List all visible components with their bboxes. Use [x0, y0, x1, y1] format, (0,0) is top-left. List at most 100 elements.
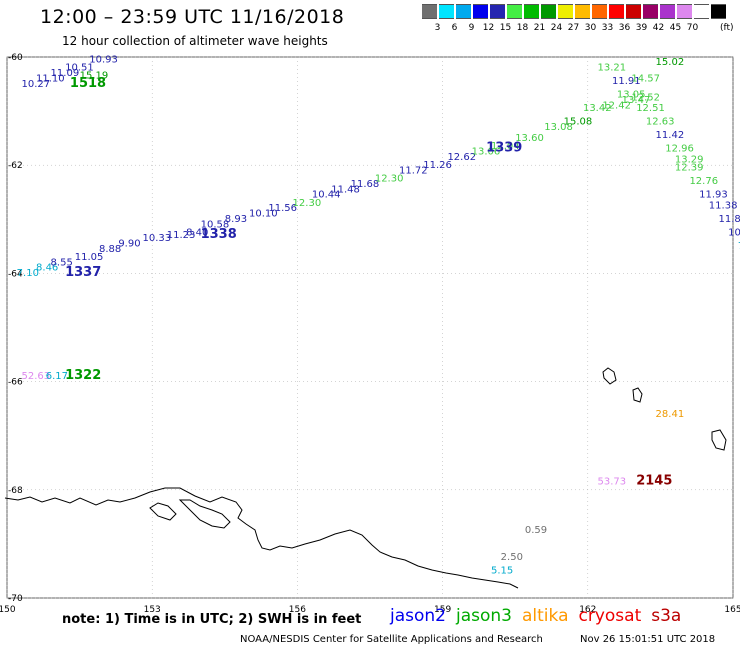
- swh-value: 7.4: [738, 241, 740, 252]
- swh-value: 11.48: [331, 184, 360, 195]
- pass-time-label: 2145: [636, 473, 672, 488]
- footnote: note: 1) Time is in UTC; 2) SWH is in fe…: [62, 612, 362, 627]
- pass-time-label: 1322: [65, 368, 101, 383]
- coast-inlet: [178, 499, 231, 529]
- swh-value: 12.04: [491, 141, 520, 152]
- scale-label: 6: [451, 23, 458, 33]
- swh-value: 53.73: [597, 476, 626, 487]
- scale-label: 36: [618, 23, 631, 33]
- swh-value: 0.59: [525, 525, 547, 536]
- swh-value: 12.63: [646, 117, 675, 128]
- scale-swatch: [507, 4, 522, 19]
- lon-tick-label: 153: [144, 605, 161, 615]
- scale-label: 24: [550, 23, 563, 33]
- credit-line: NOAA/NESDIS Center for Satellite Applica…: [240, 634, 543, 645]
- swh-value: 15.08: [564, 117, 593, 128]
- swh-value: 11.23: [167, 230, 196, 241]
- grid-lines: 150 153 156 159 162 165 -60 -62 -64 -66 -68 -70: [0, 53, 740, 615]
- lat-tick-label: -60: [8, 53, 23, 63]
- swh-value: 15.19: [80, 71, 109, 82]
- lat-tick-label: -66: [8, 378, 23, 388]
- satellite-legend: jason2 jason3 altika cryosat s3a: [390, 606, 691, 626]
- swh-value: 10.33: [143, 233, 172, 244]
- swh-value: 13.06: [472, 146, 501, 157]
- swh-value: 11.93: [699, 190, 728, 201]
- swh-value: 13.42: [583, 103, 612, 114]
- scale-unit: (ft): [720, 23, 734, 33]
- swh-value: 10.51: [65, 63, 94, 74]
- lon-tick-label: 156: [289, 605, 306, 615]
- swh-value: 14.57: [631, 73, 660, 84]
- swh-value: 11.09: [51, 68, 80, 79]
- swh-value: 12.51: [636, 103, 665, 114]
- scale-swatch: [490, 4, 505, 19]
- island-2: [632, 387, 643, 403]
- island-3: [711, 429, 727, 451]
- swh-value: 12.62: [447, 152, 476, 163]
- swh-value: 11.56: [268, 203, 297, 214]
- swh-value: 12.76: [689, 176, 718, 187]
- scale-swatch: [422, 4, 437, 19]
- coast-inlet-2: [149, 502, 177, 521]
- swh-value: 9.90: [118, 238, 140, 249]
- swh-value: 11.38: [709, 200, 738, 211]
- pass-time-label: 1339: [486, 141, 522, 156]
- scale-swatch: [677, 4, 692, 19]
- swh-value: 13.08: [544, 122, 573, 133]
- swh-value: 13.47: [622, 95, 651, 106]
- swh-value: 12.52: [631, 92, 660, 103]
- swh-value: 10.17: [728, 228, 740, 239]
- swh-value: 13.29: [675, 154, 704, 165]
- chart-title: 12:00 – 23:59 UTC 11/16/2018: [40, 6, 345, 28]
- scale-swatch: [660, 4, 675, 19]
- scale-swatch: [575, 4, 590, 19]
- swh-value: 7.10: [17, 268, 39, 279]
- swh-value: 11.26: [423, 160, 452, 171]
- swh-value: 10.10: [249, 209, 278, 220]
- swh-value: 11.72: [399, 165, 428, 176]
- swh-value: 10.27: [22, 79, 51, 90]
- scale-swatch: [694, 4, 709, 19]
- swh-value: 6.17: [46, 371, 68, 382]
- swh-value: 11.81: [718, 214, 740, 225]
- scale-swatch: [524, 4, 539, 19]
- coastline: [4, 367, 727, 589]
- swh-value: 13.21: [597, 63, 626, 74]
- scale-swatch: [439, 4, 454, 19]
- scale-swatch: [711, 4, 726, 19]
- swh-labels: 10.2711.1011.0910.5110.9315.197.108.468.…: [17, 54, 740, 576]
- lon-tick-label: 162: [579, 605, 596, 615]
- swh-value: 8.40: [186, 228, 208, 239]
- lat-tick-label: -64: [8, 269, 23, 279]
- lat-tick-label: -68: [8, 486, 23, 496]
- scale-swatch: [558, 4, 573, 19]
- scale-label: 15: [499, 23, 512, 33]
- swh-value: 10.58: [201, 219, 230, 230]
- scale-swatch: [609, 4, 624, 19]
- swh-value: 12.39: [675, 163, 704, 174]
- swh-value: 8.93: [225, 214, 247, 225]
- scale-label: 45: [669, 23, 682, 33]
- scale-label: 39: [635, 23, 648, 33]
- swh-value: 10.44: [312, 190, 341, 201]
- lon-tick-label: 150: [0, 605, 16, 615]
- satellite-jason3: jason3: [456, 606, 512, 626]
- scale-label: 30: [584, 23, 597, 33]
- scale-label: 3: [434, 23, 441, 33]
- antarctic-coastline: [4, 487, 519, 589]
- satellite-cryosat: cryosat: [578, 606, 642, 626]
- scale-label: 42: [652, 23, 665, 33]
- scale-swatch: [626, 4, 641, 19]
- swh-value: 12.42: [602, 100, 631, 111]
- scale-label: 21: [533, 23, 546, 33]
- map-frame: [6, 56, 734, 599]
- pass-time-label: 1518: [70, 76, 106, 91]
- swh-value: 11.05: [75, 252, 104, 263]
- satellite-altika: altika: [522, 606, 569, 626]
- swh-value: 12.96: [665, 144, 694, 155]
- swh-value: 11.68: [351, 179, 380, 190]
- scale-label: 33: [601, 23, 614, 33]
- swh-value: 13.60: [515, 133, 544, 144]
- swh-value: 28.41: [656, 409, 685, 420]
